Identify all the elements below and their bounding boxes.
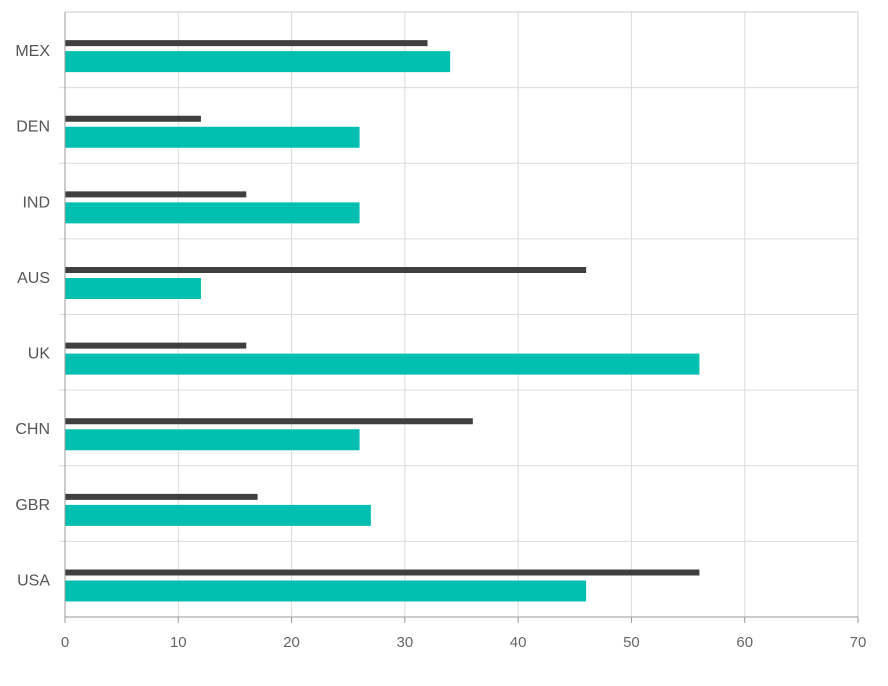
- bar-primary-chn: [65, 429, 360, 451]
- x-tick-label: 40: [510, 634, 527, 651]
- y-category-label: AUS: [17, 270, 50, 287]
- y-category-label: USA: [17, 572, 50, 589]
- x-tick-label: 60: [736, 634, 753, 651]
- tick-labels: 0 10 20 30 40 50 60 70 USA GBR CHN UK AUS IND DEN MEX: [15, 43, 866, 651]
- bar-secondary-gbr: [65, 493, 258, 500]
- x-tick-label: 10: [170, 634, 187, 651]
- y-category-label: UK: [28, 346, 51, 363]
- y-category-label: IND: [22, 194, 50, 211]
- bar-secondary-chn: [65, 418, 473, 425]
- x-tick-label: 50: [623, 634, 640, 651]
- bar-secondary-ind: [65, 191, 247, 198]
- bar-primary-den: [65, 126, 360, 148]
- bar-primary-gbr: [65, 504, 371, 526]
- bar-secondary-mex: [65, 40, 428, 47]
- bars: [65, 40, 700, 602]
- bar-secondary-usa: [65, 569, 700, 576]
- axes: [64, 11, 859, 623]
- bar-secondary-aus: [65, 267, 587, 273]
- x-tick-label: 20: [283, 634, 300, 651]
- y-category-label: CHN: [15, 421, 50, 438]
- bar-secondary-uk: [65, 342, 247, 349]
- bar-primary-uk: [65, 353, 700, 375]
- x-tick-label: 0: [61, 634, 69, 651]
- x-tick-label: 30: [397, 634, 414, 651]
- bar-primary-mex: [65, 51, 451, 73]
- y-category-label: GBR: [15, 497, 50, 514]
- x-tick-label: 70: [850, 634, 867, 651]
- y-category-label: MEX: [15, 43, 50, 60]
- bar-primary-ind: [65, 202, 360, 224]
- bar-primary-aus: [65, 278, 201, 299]
- y-category-label: DEN: [16, 119, 50, 136]
- bar-primary-usa: [65, 580, 587, 602]
- bar-secondary-den: [65, 115, 201, 122]
- grid-lines: [59, 12, 859, 617]
